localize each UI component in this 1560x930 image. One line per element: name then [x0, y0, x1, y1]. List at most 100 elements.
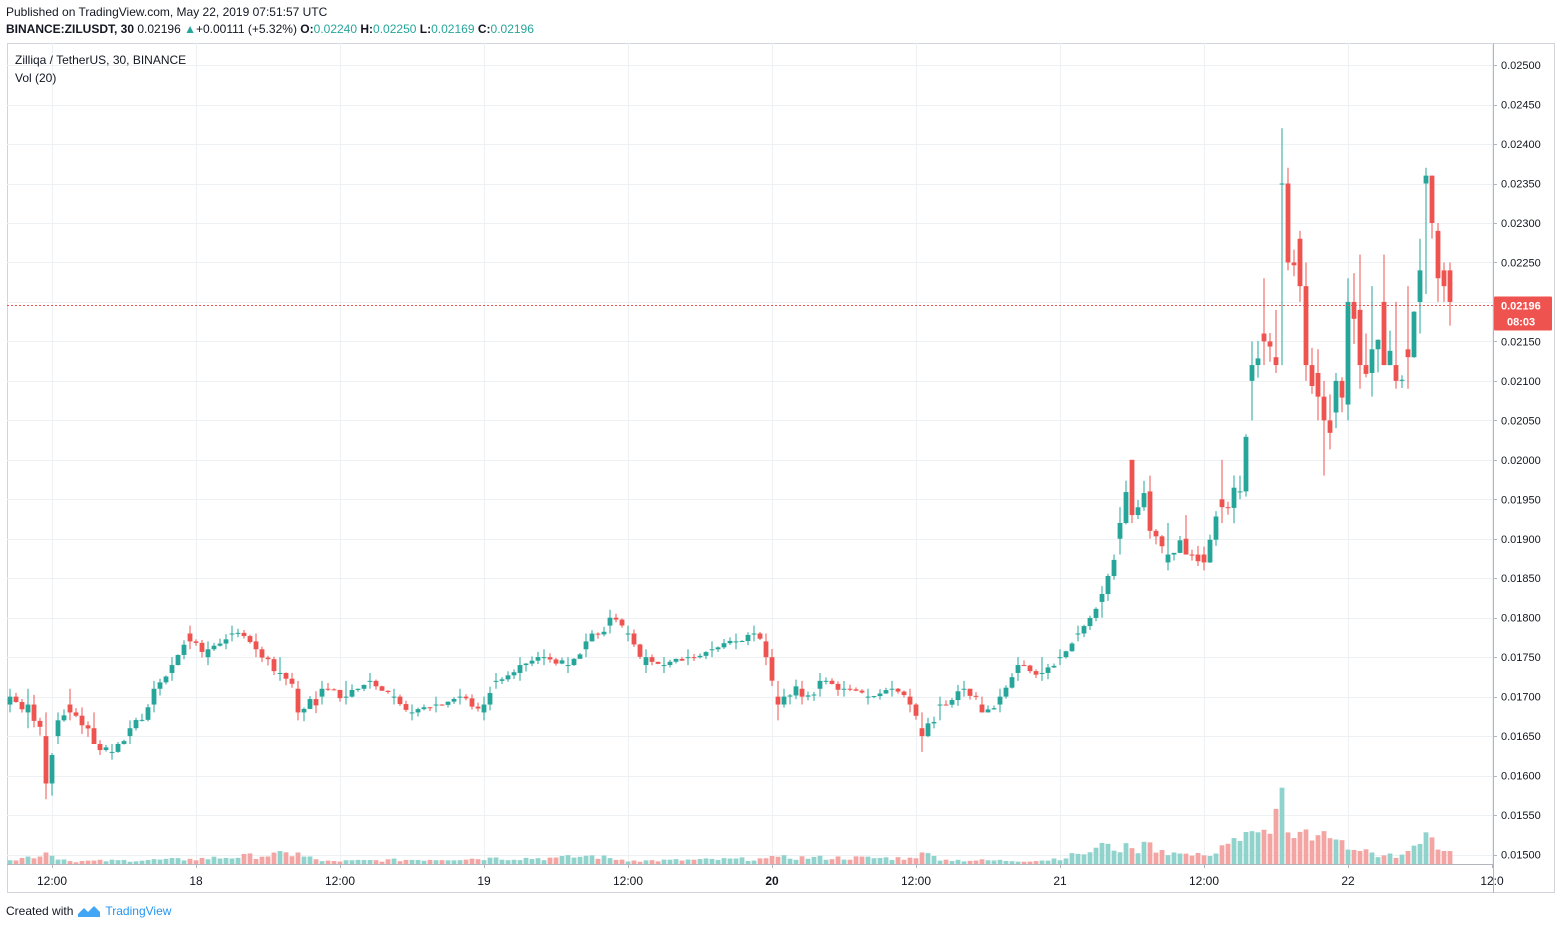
- candle: [877, 689, 883, 700]
- candle: [85, 721, 91, 737]
- volume-bar: [1159, 850, 1165, 864]
- volume-bar: [1429, 837, 1435, 864]
- volume-bar: [859, 856, 865, 864]
- candle: [547, 653, 553, 663]
- volume-bar: [841, 859, 847, 864]
- price-tick-label: 0.01700: [1501, 692, 1541, 704]
- volume-bar: [1207, 855, 1213, 864]
- candle: [1177, 536, 1183, 554]
- candle: [385, 690, 391, 694]
- volume-bar: [1393, 857, 1399, 864]
- candle: [517, 657, 523, 681]
- candle: [697, 653, 703, 659]
- candle: [505, 671, 511, 682]
- volume-bar: [445, 860, 451, 864]
- volume-bar: [97, 859, 103, 864]
- volume-bar: [1099, 842, 1105, 864]
- volume-bar: [67, 861, 73, 864]
- candle: [973, 692, 979, 700]
- chart-container[interactable]: 0.01500 0.01550 0.01600 0.01650 0.01700 0.017…: [7, 43, 1555, 893]
- candle: [1405, 286, 1411, 389]
- volume-bar: [427, 859, 433, 864]
- candle: [1273, 309, 1279, 373]
- volume-bar: [1171, 852, 1177, 864]
- candle: [985, 705, 991, 713]
- candle: [1297, 230, 1303, 302]
- candle: [955, 684, 961, 706]
- time-tick-label: 12:00: [1189, 874, 1219, 888]
- candle: [493, 672, 499, 689]
- volume-bar: [1405, 851, 1411, 864]
- candle: [1087, 615, 1093, 631]
- candle: [457, 688, 463, 705]
- open-label: O:: [300, 22, 314, 36]
- candle: [799, 680, 805, 705]
- volume-bar: [145, 860, 151, 864]
- candle: [1117, 507, 1123, 555]
- candle: [937, 696, 943, 721]
- candle: [265, 655, 271, 666]
- chart-frame: [7, 43, 1555, 893]
- volume-bar: [1231, 838, 1237, 864]
- volume-bar: [865, 856, 871, 864]
- volume-bar: [1285, 832, 1291, 864]
- time-tick-label: 21: [1053, 874, 1067, 888]
- candle: [1231, 475, 1237, 524]
- candle: [1075, 625, 1081, 642]
- candle: [1315, 349, 1321, 421]
- candle: [469, 694, 475, 710]
- price-axis[interactable]: 0.01500 0.01550 0.01600 0.01650 0.01700 0.017…: [1493, 60, 1541, 862]
- volume-bar: [181, 860, 187, 864]
- candle: [745, 632, 751, 646]
- candle: [715, 646, 721, 653]
- candle: [1189, 549, 1195, 561]
- volume-bar: [1069, 853, 1075, 864]
- volume-bar: [745, 860, 751, 864]
- volume-bar: [1297, 831, 1303, 864]
- volume-bar: [835, 856, 841, 864]
- candle: [127, 720, 133, 745]
- candle: [613, 613, 619, 623]
- volume-bar: [739, 857, 745, 864]
- volume-bar: [1357, 851, 1363, 864]
- candle: [559, 657, 565, 665]
- volume-bar: [883, 857, 889, 864]
- volume-bar: [985, 860, 991, 864]
- volume-bar: [7, 860, 13, 864]
- candle: [121, 739, 127, 745]
- volume-bar: [1345, 849, 1351, 864]
- candle: [787, 694, 793, 705]
- candle: [331, 688, 337, 691]
- volume-bar: [565, 855, 571, 864]
- candle: [943, 700, 949, 706]
- candle: [199, 639, 205, 658]
- volume-bar: [781, 855, 787, 864]
- volume-bar: [721, 858, 727, 864]
- volume-bar: [637, 861, 643, 864]
- volume-bar: [691, 859, 697, 864]
- candle: [427, 706, 433, 712]
- volume-bar: [937, 860, 943, 864]
- candle: [589, 630, 595, 642]
- volume-bar: [1447, 851, 1453, 864]
- volume-bar: [1237, 841, 1243, 864]
- candle: [1303, 262, 1309, 381]
- time-axis[interactable]: 12:00 18 12:00 19 12:00 20 12:00 21 12:00 22 12:0: [37, 864, 1504, 888]
- candle: [1057, 649, 1063, 666]
- volume-bar: [229, 858, 235, 864]
- candle: [889, 680, 895, 697]
- volume-bar: [331, 861, 337, 864]
- volume-bar: [451, 860, 457, 864]
- volume-bar: [787, 858, 793, 864]
- tradingview-brand[interactable]: TradingView: [105, 904, 172, 918]
- volume-bar: [169, 858, 175, 864]
- candle: [655, 661, 661, 665]
- candlestick-chart[interactable]: 0.01500 0.01550 0.01600 0.01650 0.01700 0.017…: [7, 43, 1555, 893]
- volume-bar: [193, 860, 199, 864]
- candle: [481, 696, 487, 721]
- candle: [289, 672, 295, 688]
- candle: [241, 630, 247, 639]
- created-with-text: Created with: [6, 904, 74, 918]
- published-line: Published on TradingView.com, May 22, 20…: [6, 5, 328, 19]
- time-tick-label: 19: [477, 874, 491, 888]
